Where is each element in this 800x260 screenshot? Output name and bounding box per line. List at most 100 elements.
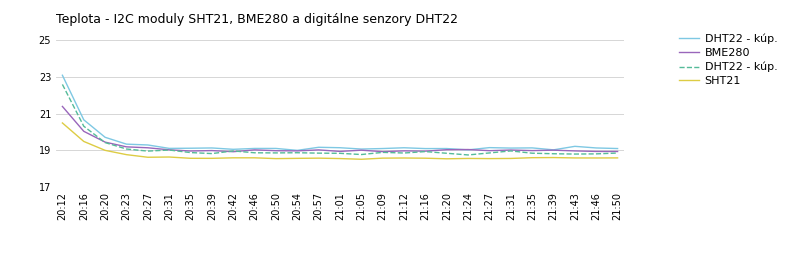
DHT22 - kúp.	[58, 74, 67, 77]
DHT22 - kúp.	[293, 149, 302, 152]
Line: DHT22 - kúp.: DHT22 - kúp.	[62, 75, 618, 150]
SHT21	[250, 156, 259, 159]
DHT22 - kúp.	[250, 147, 259, 150]
BME280	[549, 149, 558, 152]
DHT22 - kúp.	[378, 147, 387, 150]
DHT22 - kúp.	[378, 151, 387, 154]
DHT22 - kúp.	[463, 153, 473, 157]
DHT22 - kúp.	[58, 83, 67, 86]
DHT22 - kúp.	[207, 152, 217, 155]
BME280	[570, 149, 580, 152]
DHT22 - kúp.	[250, 151, 259, 154]
DHT22 - kúp.	[100, 136, 110, 139]
DHT22 - kúp.	[186, 151, 195, 154]
BME280	[506, 148, 516, 152]
DHT22 - kúp.	[399, 152, 409, 155]
BME280	[591, 150, 601, 153]
Line: DHT22 - kúp.: DHT22 - kúp.	[62, 84, 618, 155]
DHT22 - kúp.	[335, 152, 345, 155]
DHT22 - kúp.	[79, 118, 89, 121]
SHT21	[549, 156, 558, 159]
BME280	[463, 148, 473, 151]
SHT21	[335, 157, 345, 160]
BME280	[613, 150, 622, 153]
BME280	[293, 149, 302, 152]
BME280	[79, 130, 89, 133]
DHT22 - kúp.	[143, 150, 153, 153]
BME280	[442, 148, 451, 151]
SHT21	[421, 157, 430, 160]
BME280	[100, 141, 110, 144]
DHT22 - kúp.	[229, 148, 238, 151]
DHT22 - kúp.	[207, 146, 217, 150]
DHT22 - kúp.	[506, 147, 516, 150]
BME280	[527, 149, 537, 152]
BME280	[399, 149, 409, 152]
SHT21	[399, 157, 409, 160]
BME280	[335, 150, 345, 153]
DHT22 - kúp.	[591, 152, 601, 155]
DHT22 - kúp.	[442, 152, 451, 155]
DHT22 - kúp.	[143, 144, 153, 147]
DHT22 - kúp.	[271, 147, 281, 150]
DHT22 - kúp.	[570, 153, 580, 156]
DHT22 - kúp.	[122, 142, 131, 146]
DHT22 - kúp.	[293, 151, 302, 154]
SHT21	[570, 156, 580, 159]
DHT22 - kúp.	[485, 146, 494, 149]
DHT22 - kúp.	[613, 147, 622, 150]
DHT22 - kúp.	[271, 151, 281, 154]
SHT21	[314, 157, 323, 160]
SHT21	[207, 157, 217, 160]
DHT22 - kúp.	[421, 147, 430, 150]
DHT22 - kúp.	[335, 146, 345, 149]
DHT22 - kúp.	[314, 152, 323, 155]
DHT22 - kúp.	[314, 146, 323, 149]
Line: BME280: BME280	[62, 106, 618, 152]
BME280	[421, 150, 430, 153]
DHT22 - kúp.	[549, 148, 558, 151]
DHT22 - kúp.	[527, 152, 537, 155]
SHT21	[293, 157, 302, 160]
SHT21	[463, 157, 473, 160]
DHT22 - kúp.	[164, 147, 174, 150]
BME280	[485, 149, 494, 152]
SHT21	[591, 157, 601, 160]
DHT22 - kúp.	[186, 147, 195, 150]
BME280	[164, 148, 174, 151]
DHT22 - kúp.	[79, 125, 89, 128]
Legend: DHT22 - kúp., BME280, DHT22 - kúp., SHT21: DHT22 - kúp., BME280, DHT22 - kúp., SHT2…	[679, 34, 778, 86]
BME280	[229, 150, 238, 153]
SHT21	[186, 157, 195, 160]
DHT22 - kúp.	[421, 150, 430, 153]
SHT21	[506, 157, 516, 160]
SHT21	[164, 155, 174, 159]
BME280	[271, 149, 281, 152]
SHT21	[485, 157, 494, 160]
SHT21	[229, 156, 238, 159]
BME280	[207, 149, 217, 152]
DHT22 - kúp.	[357, 147, 366, 151]
DHT22 - kúp.	[613, 152, 622, 155]
BME280	[378, 150, 387, 153]
SHT21	[271, 157, 281, 160]
DHT22 - kúp.	[164, 148, 174, 152]
SHT21	[613, 156, 622, 159]
SHT21	[378, 157, 387, 160]
BME280	[357, 149, 366, 152]
BME280	[314, 148, 323, 152]
DHT22 - kúp.	[463, 148, 473, 151]
SHT21	[58, 121, 67, 125]
BME280	[250, 148, 259, 152]
Text: Teplota - I2C moduly SHT21, BME280 a digitálne senzory DHT22: Teplota - I2C moduly SHT21, BME280 a dig…	[56, 13, 458, 26]
BME280	[143, 146, 153, 149]
SHT21	[122, 153, 131, 156]
SHT21	[143, 156, 153, 159]
DHT22 - kúp.	[399, 146, 409, 149]
DHT22 - kúp.	[591, 146, 601, 150]
SHT21	[79, 140, 89, 143]
SHT21	[527, 156, 537, 159]
SHT21	[100, 149, 110, 152]
DHT22 - kúp.	[100, 141, 110, 144]
DHT22 - kúp.	[506, 150, 516, 153]
